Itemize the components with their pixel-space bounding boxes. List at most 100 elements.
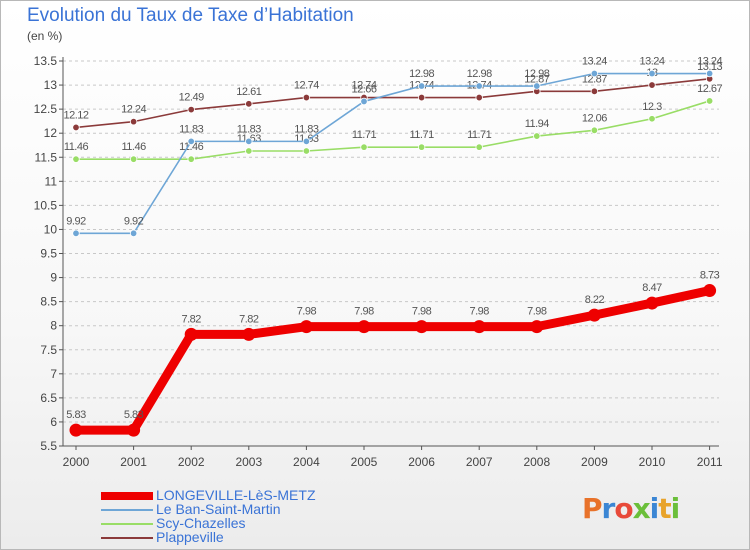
series-line <box>75 100 711 160</box>
data-label: 7.98 <box>297 306 317 318</box>
data-point <box>648 81 656 89</box>
series-line <box>75 78 711 129</box>
data-point <box>127 423 141 437</box>
data-label: 11.71 <box>467 129 492 141</box>
data-label: 13.24 <box>582 56 607 68</box>
data-point <box>360 143 368 151</box>
data-point <box>417 93 426 102</box>
legend-swatch <box>101 509 153 511</box>
y-tick-label: 6.5 <box>40 391 57 405</box>
data-point <box>245 137 253 146</box>
data-point <box>187 137 195 146</box>
y-tick-label: 7.5 <box>40 343 57 357</box>
y-tick-label: 10 <box>44 222 58 236</box>
data-point <box>184 327 198 341</box>
data-point <box>475 93 483 102</box>
data-point <box>72 229 80 237</box>
data-label: 12.98 <box>524 68 549 80</box>
data-point <box>69 423 83 437</box>
y-tick-label: 6 <box>50 415 57 429</box>
data-label: 8.73 <box>700 270 720 282</box>
data-point <box>417 82 426 90</box>
x-tick-label: 2008 <box>523 455 550 469</box>
y-tick-label: 12 <box>44 126 58 140</box>
data-label: 8.22 <box>585 294 605 306</box>
data-point <box>533 82 541 90</box>
data-label: 13.24 <box>697 56 722 68</box>
x-tick-label: 2003 <box>235 455 262 469</box>
x-tick-label: 2010 <box>639 455 666 469</box>
y-tick-label: 8 <box>50 319 57 333</box>
data-label: 12.06 <box>582 112 607 124</box>
data-point <box>242 327 256 341</box>
x-tick-label: 2000 <box>63 455 90 469</box>
y-tick-label: 13.5 <box>34 54 58 68</box>
data-point <box>302 137 311 146</box>
data-label: 12.49 <box>179 92 204 104</box>
y-tick-label: 12.5 <box>34 102 58 116</box>
data-point <box>703 284 717 298</box>
y-tick-label: 10.5 <box>34 198 58 212</box>
data-point <box>129 155 138 163</box>
data-point <box>245 147 253 155</box>
y-tick-label: 13 <box>44 78 58 92</box>
x-tick-label: 2007 <box>466 455 493 469</box>
data-point <box>360 97 368 106</box>
data-point <box>245 100 253 108</box>
data-label: 9.92 <box>124 215 144 227</box>
data-label: 12.61 <box>236 86 261 98</box>
data-point <box>590 126 599 134</box>
x-tick-label: 2002 <box>178 455 205 469</box>
data-point <box>357 320 371 334</box>
legend-swatch <box>101 537 153 539</box>
y-tick-label: 8.5 <box>40 295 57 309</box>
proxiti-logo: Proxiti <box>582 492 681 525</box>
data-point <box>648 69 656 78</box>
data-label: 5.83 <box>124 409 144 421</box>
data-label: 12.74 <box>294 80 319 92</box>
data-label: 11.71 <box>409 129 434 141</box>
logo-letter: i <box>670 492 681 525</box>
data-point <box>415 320 429 334</box>
logo-letter: t <box>658 492 671 525</box>
data-point <box>72 155 80 163</box>
x-tick-label: 2006 <box>408 455 435 469</box>
data-label: 5.83 <box>66 409 86 421</box>
data-point <box>648 115 656 123</box>
data-label: 12.87 <box>582 73 607 85</box>
legend-label: Plappeville <box>156 529 224 545</box>
data-label: 12.74 <box>351 80 376 92</box>
data-point <box>299 320 313 334</box>
data-point <box>587 308 601 322</box>
data-point <box>533 132 541 140</box>
x-tick-label: 2011 <box>697 455 723 469</box>
data-point <box>705 97 714 105</box>
data-label: 12.67 <box>697 83 722 95</box>
legend-swatch <box>101 523 153 525</box>
series-line <box>75 72 711 235</box>
data-label: 11.83 <box>294 123 319 135</box>
data-label: 13.24 <box>639 56 664 68</box>
chart-title: Evolution du Taux de Taxe d’Habitation <box>27 5 354 26</box>
data-label: 7.98 <box>354 306 374 318</box>
data-label: 11.94 <box>525 118 550 130</box>
data-point <box>302 93 311 102</box>
y-tick-label: 7 <box>50 367 57 381</box>
legend-label: LONGEVILLE-LèS-METZ <box>156 487 316 503</box>
legend-swatch <box>101 492 153 500</box>
data-label: 12.24 <box>121 104 146 116</box>
data-point <box>590 87 599 96</box>
data-label: 7.98 <box>469 306 489 318</box>
data-label: 7.82 <box>239 313 259 325</box>
y-tick-label: 9 <box>50 271 57 285</box>
logo-letter: o <box>614 492 633 525</box>
data-label: 11.83 <box>179 123 204 135</box>
data-label: 11.83 <box>237 123 262 135</box>
data-label: 12.12 <box>63 109 88 121</box>
data-label: 11.46 <box>64 141 89 153</box>
data-point <box>645 296 659 310</box>
logo-letter: P <box>582 492 603 525</box>
data-point <box>187 155 195 163</box>
data-point <box>129 117 138 126</box>
